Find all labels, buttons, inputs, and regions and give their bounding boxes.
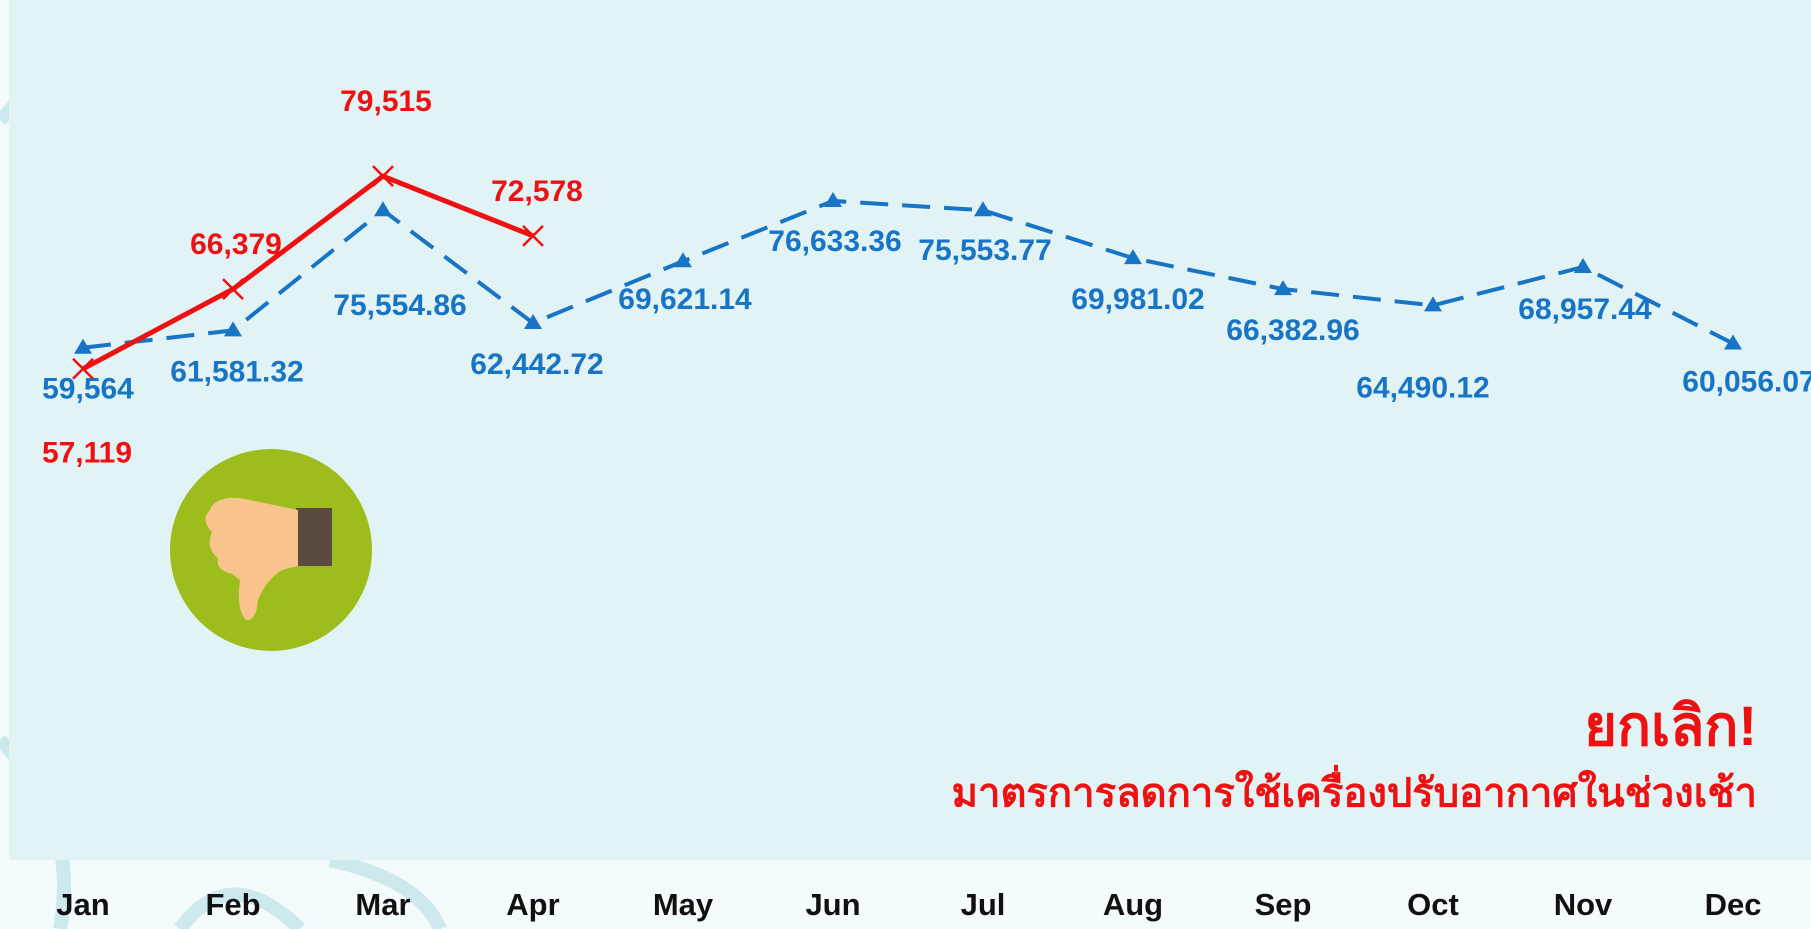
marker (674, 252, 692, 268)
data-label: 66,379 (190, 228, 282, 261)
data-label: 75,554.86 (333, 289, 466, 322)
marker (1574, 257, 1592, 273)
marker (974, 201, 992, 217)
annotation: ยกเลิก! (1584, 694, 1757, 757)
annotation: มาตรการลดการใช้เครื่องปรับอากาศในช่วงเช้… (952, 765, 1757, 816)
data-label: 75,553.77 (918, 234, 1051, 267)
x-tick-label: Jun (805, 887, 860, 922)
data-label: 62,442.72 (470, 348, 603, 381)
x-tick-label: Mar (355, 887, 410, 922)
marker (72, 357, 94, 380)
thumbs-down-icon (170, 449, 372, 651)
x-tick-label: May (653, 887, 714, 922)
marker (1274, 280, 1292, 296)
x-tick-label: Jul (961, 887, 1006, 922)
data-label: 61,581.32 (170, 355, 303, 388)
data-label: 68,957.44 (1518, 293, 1652, 326)
data-label: 59,564 (42, 373, 134, 406)
marker (74, 338, 92, 354)
marker (522, 224, 544, 247)
x-tick-label: Nov (1554, 887, 1613, 922)
marker (1424, 296, 1442, 312)
marker (824, 191, 842, 207)
data-label: 69,621.14 (618, 283, 752, 316)
data-label: 57,119 (42, 437, 132, 470)
series-line (82, 198, 1734, 350)
marker (1724, 334, 1742, 350)
data-label: 66,382.96 (1226, 314, 1359, 347)
x-tick-label: Aug (1103, 887, 1163, 922)
data-label: 79,515 (340, 85, 432, 118)
x-tick-label: Dec (1705, 887, 1762, 922)
data-label: 64,490.12 (1356, 371, 1489, 404)
series-line (81, 173, 534, 371)
x-tick-label: Jan (56, 887, 109, 922)
x-tick-label: Feb (205, 887, 260, 922)
data-label: 76,633.36 (768, 225, 901, 258)
marker (1124, 249, 1142, 265)
marker (374, 201, 392, 217)
marker (524, 313, 542, 329)
data-label: 72,578 (491, 175, 583, 208)
x-tick-label: Sep (1255, 887, 1312, 922)
marker (222, 278, 244, 301)
plot-panel (9, 0, 1811, 860)
x-tick-label: Oct (1407, 887, 1459, 922)
data-label: 69,981.02 (1071, 283, 1204, 316)
marker (224, 321, 242, 337)
data-label: 60,056.07 (1682, 365, 1811, 398)
x-tick-label: Apr (506, 887, 559, 922)
marker (372, 165, 394, 188)
